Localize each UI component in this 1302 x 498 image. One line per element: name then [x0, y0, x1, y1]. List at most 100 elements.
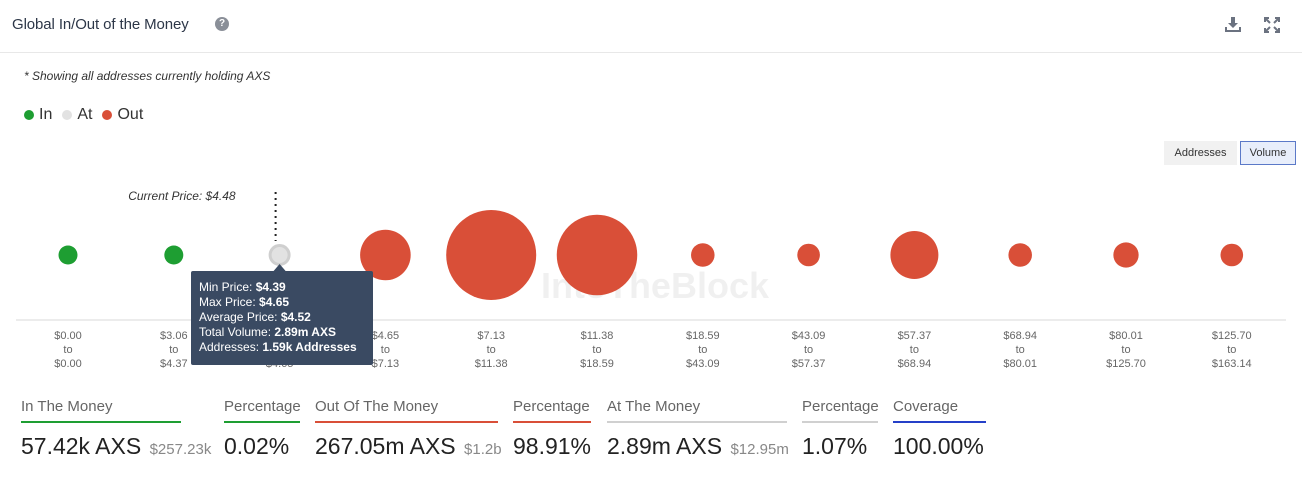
stat-label: In The Money: [21, 398, 181, 423]
legend-item-in[interactable]: In: [24, 106, 52, 124]
bubble-out[interactable]: [1220, 243, 1244, 267]
tick-label-from: $125.70: [1212, 330, 1252, 342]
stat-coverage: Coverage 100.00%: [893, 398, 986, 460]
tick-label-to-word: to: [698, 344, 707, 356]
tooltip-box: [191, 271, 373, 365]
tick-label-from: $7.13: [477, 330, 505, 342]
legend-label-out: Out: [117, 106, 144, 123]
volume-toggle-button[interactable]: Volume: [1240, 141, 1296, 165]
bubble-out[interactable]: [797, 243, 820, 267]
bubble-out[interactable]: [446, 210, 537, 300]
tick-label-to: $125.70: [1106, 358, 1146, 370]
current-price-label: Current Price: $4.48: [128, 189, 236, 203]
chart-legend: In At Out: [24, 106, 153, 124]
tick-label-to-word: to: [63, 344, 72, 356]
tick-label-to: $11.38: [475, 358, 508, 370]
panel-header: Global In/Out of the Money ?: [0, 0, 1302, 53]
stat-value: 0.02%: [224, 433, 290, 459]
stat-label: Coverage: [893, 398, 986, 423]
bubble-out[interactable]: [360, 229, 411, 281]
tooltip-row-value: $4.39: [256, 280, 286, 294]
page-title: Global In/Out of the Money: [12, 16, 189, 33]
stat-in-the-money: In The Money 57.42k AXS $257.23k: [21, 398, 211, 460]
stat-value-wrap: 57.42k AXS $257.23k: [21, 433, 211, 460]
stat-value-wrap: 267.05m AXS $1.2b: [315, 433, 502, 460]
tick-label-to: $163.14: [1212, 358, 1252, 370]
download-icon[interactable]: [1224, 16, 1242, 34]
tick-label-from: $0.00: [54, 330, 82, 342]
stat-label: Percentage: [802, 398, 879, 423]
stat-sub-value: $1.2b: [464, 441, 502, 458]
tooltip-row-label: Min Price:: [199, 280, 256, 294]
stat-value: 267.05m AXS: [315, 433, 456, 459]
bubble-out[interactable]: [890, 231, 939, 279]
tick-label-from: $43.09: [792, 330, 826, 342]
stat-value: 2.89m AXS: [607, 433, 723, 459]
bubble-in[interactable]: [58, 245, 78, 265]
question-circle-icon[interactable]: ?: [215, 17, 229, 31]
legend-dot-out: [102, 110, 113, 120]
bubble-out[interactable]: [691, 243, 715, 267]
tick-label-to-word: to: [1227, 344, 1236, 356]
tick-label-to: $4.37: [160, 358, 188, 370]
legend-item-out[interactable]: Out: [102, 106, 143, 124]
tooltip-row: Average Price: $4.52: [199, 310, 311, 324]
tooltip-row-label: Total Volume:: [199, 325, 274, 339]
tick-label-to: $43.09: [686, 358, 720, 370]
stat-in-percentage: Percentage 0.02%: [224, 398, 301, 460]
tooltip-row: Addresses: 1.59k Addresses: [199, 340, 357, 354]
tooltip-row-label: Average Price:: [199, 310, 281, 324]
stat-label: Percentage: [224, 398, 301, 423]
stat-value-wrap: 2.89m AXS $12.95m: [607, 433, 789, 460]
tick-label-to-word: to: [592, 344, 601, 356]
stat-label: At The Money: [607, 398, 787, 423]
stat-value: 98.91%: [513, 433, 592, 459]
tooltip-row-value: $4.65: [259, 295, 289, 309]
stat-at-the-money: At The Money 2.89m AXS $12.95m: [607, 398, 789, 460]
tooltip-row-label: Max Price:: [199, 295, 259, 309]
bubble-in[interactable]: [164, 245, 184, 265]
tooltip-row: Max Price: $4.65: [199, 295, 289, 309]
holding-note: * Showing all addresses currently holdin…: [24, 69, 271, 83]
bubble-at[interactable]: [268, 244, 291, 266]
bubble-out[interactable]: [1113, 242, 1139, 268]
stat-value: 1.07%: [802, 433, 868, 459]
tick-label-to-word: to: [1121, 344, 1130, 356]
tick-label-from: $4.65: [372, 330, 400, 342]
tick-label-from: $3.06: [160, 330, 188, 342]
tick-label-to: $68.94: [898, 358, 932, 370]
stat-out-percentage: Percentage 98.91%: [513, 398, 591, 460]
tick-label-to-word: to: [1016, 344, 1025, 356]
tooltip-row-value: 1.59k Addresses: [262, 340, 357, 354]
legend-item-at[interactable]: At: [62, 106, 92, 124]
tick-label-to: $0.00: [54, 358, 82, 370]
tick-label-to-word: to: [487, 344, 496, 356]
stat-at-percentage: Percentage 1.07%: [802, 398, 879, 460]
stat-label: Out Of The Money: [315, 398, 498, 423]
tooltip-row: Total Volume: 2.89m AXS: [199, 325, 336, 339]
legend-dot-at: [62, 110, 73, 120]
expand-icon[interactable]: [1263, 16, 1281, 34]
tooltip-row-value: 2.89m AXS: [274, 325, 336, 339]
addresses-toggle-button[interactable]: Addresses: [1164, 141, 1237, 165]
legend-label-in: In: [39, 106, 53, 123]
tooltip-row-label: Addresses:: [199, 340, 262, 354]
tick-label-to: $18.59: [580, 358, 614, 370]
tooltip-row: Min Price: $4.39: [199, 280, 286, 294]
stat-out-of-the-money: Out Of The Money 267.05m AXS $1.2b: [315, 398, 502, 460]
tick-label-to-word: to: [169, 344, 178, 356]
stat-label: Percentage: [513, 398, 591, 423]
bubble-out[interactable]: [1008, 243, 1032, 267]
tick-label-from: $57.37: [898, 330, 932, 342]
tick-label-from: $68.94: [1003, 330, 1037, 342]
tick-label-to-word: to: [804, 344, 813, 356]
stat-sub-value: $12.95m: [730, 441, 789, 458]
tick-label-to: $80.01: [1003, 358, 1037, 370]
tooltip-arrow: [273, 264, 286, 271]
legend-dot-in: [24, 110, 34, 120]
tick-label-from: $18.59: [686, 330, 720, 342]
bubble-out[interactable]: [556, 214, 638, 296]
tooltip-row-value: $4.52: [281, 310, 311, 324]
tick-label-to: $7.13: [372, 358, 400, 370]
